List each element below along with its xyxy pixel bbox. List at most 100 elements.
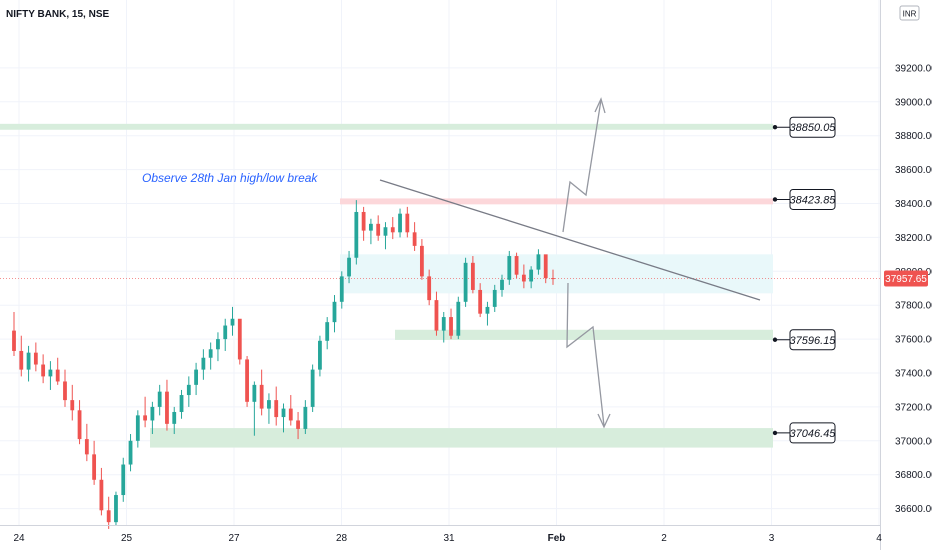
- candle-body: [179, 395, 184, 412]
- candle: [19, 335, 24, 377]
- candle: [165, 379, 169, 431]
- candle: [281, 403, 286, 433]
- candle: [376, 215, 381, 241]
- candle-body: [318, 340, 322, 370]
- trendline: [379, 179, 761, 301]
- candle: [201, 349, 206, 380]
- zones: [0, 123, 880, 448]
- candle: [369, 218, 373, 245]
- candle-body: [288, 408, 293, 421]
- candle-body: [507, 256, 512, 280]
- level-label-box: [789, 329, 836, 351]
- candle: [245, 356, 249, 407]
- y-tick-label: 38200.00: [895, 233, 932, 244]
- candle: [521, 264, 526, 289]
- last-price-tag: [884, 270, 928, 287]
- candle-body: [456, 301, 461, 336]
- candle-body: [419, 245, 424, 277]
- candle: [77, 400, 82, 445]
- candle: [419, 239, 424, 280]
- currency-label: INR: [903, 10, 917, 19]
- candle: [390, 217, 395, 240]
- candle: [267, 393, 271, 424]
- candle-body: [99, 479, 104, 511]
- level-dot: [772, 337, 778, 342]
- candle: [456, 296, 461, 340]
- resistance-zone-38423: [340, 198, 773, 205]
- candle-body: [12, 330, 16, 351]
- candle-body: [70, 400, 75, 411]
- y-tick-label: 39200.00: [895, 63, 932, 74]
- candle: [310, 364, 315, 412]
- candle-body: [398, 213, 402, 233]
- level-label-box: [789, 422, 836, 444]
- bearish-arrow-head: [597, 413, 611, 429]
- candle: [99, 467, 104, 516]
- candle: [551, 269, 555, 285]
- candle-body: [165, 391, 169, 424]
- candle-body: [310, 369, 315, 407]
- candle-body: [84, 439, 89, 455]
- candle-body: [274, 400, 279, 418]
- candle-body: [48, 369, 53, 377]
- candle: [135, 410, 140, 448]
- currency-badge[interactable]: INR: [899, 5, 920, 21]
- support-zone-37046: [150, 428, 773, 448]
- candle: [543, 254, 548, 284]
- candle: [361, 206, 366, 241]
- time-axis[interactable]: 24 25 27 28 31 Feb 2 3 4: [0, 525, 882, 545]
- candle-body: [500, 279, 504, 290]
- candle: [325, 317, 330, 350]
- candle: [354, 200, 359, 265]
- level-label-text: 37046.45: [790, 428, 837, 440]
- y-tick-label: 37400.00: [895, 369, 932, 380]
- candle: [288, 395, 293, 426]
- candle: [230, 306, 235, 336]
- y-tick-label: 37200.00: [895, 402, 932, 413]
- y-tick-label: 37800.00: [895, 301, 932, 312]
- candle-body: [41, 364, 46, 377]
- level-label-text: 37596.15: [790, 335, 837, 347]
- candle-body: [441, 317, 446, 331]
- x-tick-label: 27: [228, 533, 240, 544]
- candle: [332, 295, 337, 333]
- level-label-box: [789, 116, 836, 138]
- candle: [33, 342, 38, 372]
- y-tick-label: 38600.00: [895, 165, 932, 176]
- candle: [121, 457, 126, 502]
- candle-body: [449, 317, 453, 336]
- level-label-text: 38423.85: [790, 194, 837, 206]
- bullish-arrow-head: [594, 97, 606, 114]
- level-labels: 38850.05 38423.85 37596.15 37046.45: [772, 116, 837, 444]
- y-tick-label: 37600.00: [895, 335, 932, 346]
- x-tick-label: 3: [769, 533, 775, 544]
- candle-body: [150, 406, 155, 421]
- candle-body: [172, 411, 177, 424]
- x-tick-label: 24: [13, 533, 25, 544]
- candle-body: [332, 301, 337, 323]
- candle-body: [354, 211, 359, 258]
- candle-body: [470, 262, 475, 290]
- candle-body: [376, 223, 381, 236]
- candle: [157, 384, 162, 416]
- x-tick-label: 25: [121, 533, 133, 544]
- candle: [500, 274, 504, 297]
- candle: [223, 318, 228, 351]
- candle-body: [339, 276, 344, 302]
- candle-body: [521, 274, 526, 282]
- candle-body: [26, 352, 31, 370]
- candle: [63, 369, 67, 407]
- candle-body: [63, 381, 67, 401]
- candle-body: [33, 352, 38, 365]
- y-tick-label: 36800.00: [895, 470, 932, 481]
- candle-body: [405, 213, 410, 233]
- level-label-text: 38850.05: [790, 122, 837, 134]
- annotation-text: Observe 28th Jan high/low break: [142, 171, 318, 185]
- candle: [318, 335, 322, 377]
- level-dot: [772, 430, 778, 436]
- price-axis[interactable]: 39200.00 39000.00 38800.00 38600.00 38400.00…: [880, 0, 932, 550]
- candle-body: [92, 454, 97, 480]
- candle-body: [186, 384, 191, 396]
- consolidation-zone: [340, 254, 773, 294]
